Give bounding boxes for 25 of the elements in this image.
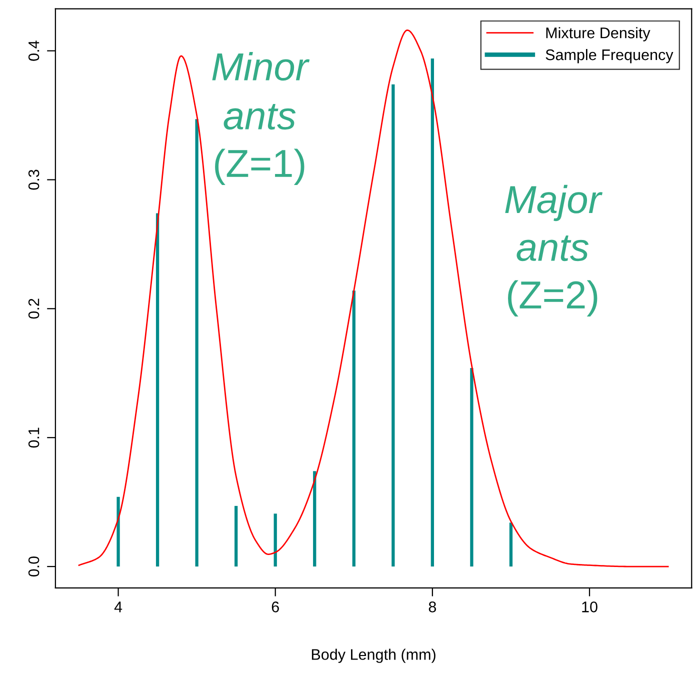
bar [116, 496, 120, 567]
y-tick-label: 0.3 [28, 170, 40, 190]
bar [392, 84, 395, 567]
bar [195, 119, 198, 567]
y-tick-label: 0.0 [28, 556, 40, 577]
bar [509, 522, 513, 567]
y-tick-label: 0.4 [28, 40, 40, 61]
bar [234, 506, 238, 567]
x-tick-label: 4 [114, 602, 122, 612]
annotation: Major ants (Z=2) [505, 184, 603, 316]
x-tick-label: 10 [582, 602, 598, 612]
bar [274, 514, 277, 567]
bar [313, 471, 316, 567]
bar [156, 213, 160, 567]
legend-label: Mixture Density [546, 27, 650, 42]
annotation: Minor ants (Z=1) [212, 52, 310, 185]
x-tick-label: 6 [272, 602, 279, 612]
x-axis-title: Body Length (mm) [312, 648, 436, 663]
bar [470, 368, 474, 567]
bar [352, 290, 356, 567]
legend-label: Sample Frequency [546, 48, 674, 64]
bar [430, 58, 434, 567]
y-tick-label: 0.2 [28, 298, 40, 319]
y-tick-label: 0.1 [28, 428, 40, 448]
x-tick-label: 8 [428, 602, 436, 612]
